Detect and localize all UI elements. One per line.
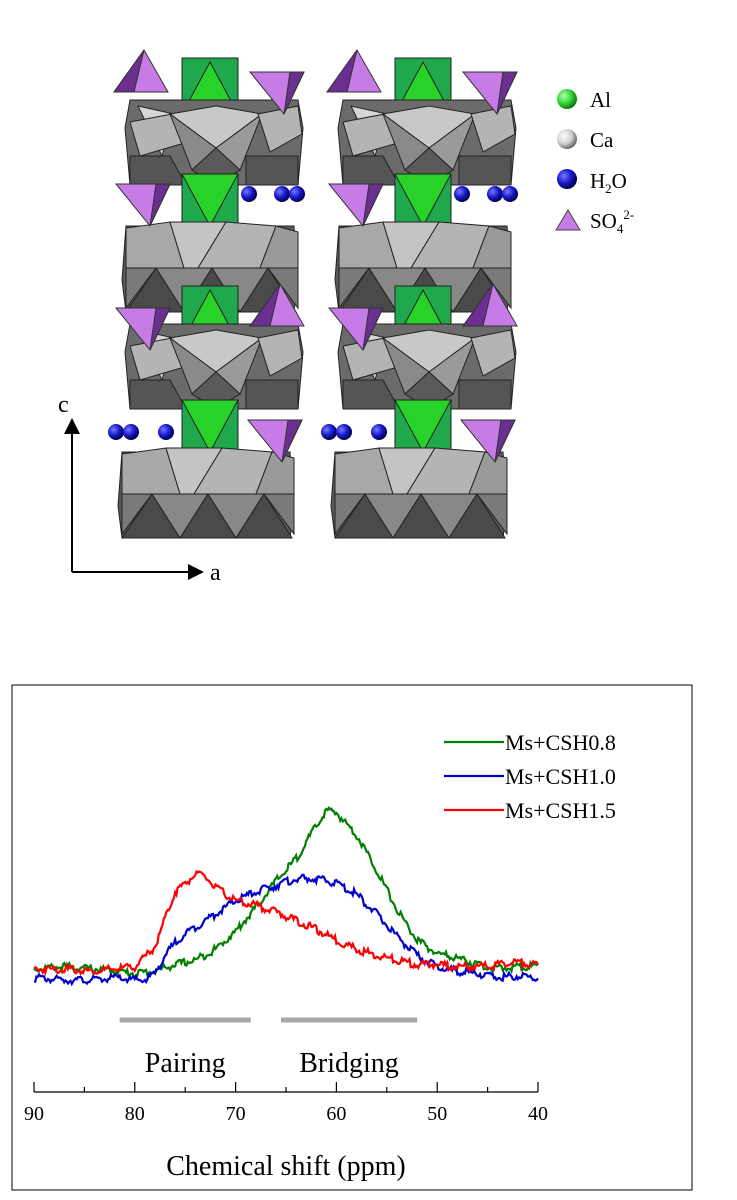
series-line-2 [33, 869, 539, 977]
spectrum-lines [33, 806, 539, 987]
c-axis-label: c [58, 392, 69, 418]
water-sphere-icon [557, 169, 577, 189]
c-axis-arrowhead-icon [64, 418, 80, 434]
series-line-0 [33, 806, 539, 979]
structure-column-left [108, 49, 305, 539]
legend-label-1: Ms+CSH1.0 [505, 764, 616, 789]
legend-al: Al [557, 88, 611, 112]
legend-label-2: Ms+CSH1.5 [505, 798, 616, 823]
x-axis: 90 80 70 60 50 40 [24, 1082, 548, 1125]
x-axis-title: Chemical shift (ppm) [166, 1151, 406, 1182]
legend-ca: Ca [557, 128, 614, 152]
x-tick-label: 90 [24, 1103, 44, 1125]
annotation-label-1: Bridging [299, 1048, 399, 1079]
annotation-label-0: Pairing [145, 1048, 226, 1079]
a-axis-arrowhead-icon [188, 564, 204, 580]
legend-al-label: Al [590, 88, 611, 112]
a-axis-label: a [210, 560, 221, 586]
legend-label-0: Ms+CSH0.8 [505, 730, 616, 755]
x-tick-label: 80 [125, 1103, 145, 1125]
x-tick-label: 60 [326, 1103, 346, 1125]
x-tick-label: 70 [226, 1103, 246, 1125]
region-annotations: Pairing Bridging [119, 1017, 418, 1079]
ca-sphere-icon [557, 129, 577, 149]
chart-frame [11, 684, 693, 1191]
x-tick-label: 50 [427, 1103, 447, 1125]
legend-ca-label: Ca [590, 128, 614, 152]
legend-sulfate-label: SO42- [590, 207, 634, 236]
nmr-spectrum-chart: Pairing Bridging 90 80 70 60 50 40 Chemical sh… [11, 684, 693, 1191]
legend-water: H2O [557, 169, 627, 196]
structure-legend: Al Ca H2O SO42- [555, 88, 634, 236]
chart-legend: Ms+CSH0.8 Ms+CSH1.0 Ms+CSH1.5 [444, 730, 616, 823]
legend-water-label: H2O [590, 169, 627, 196]
lattice-axes: c a [58, 392, 221, 586]
legend-sulfate: SO42- [555, 207, 634, 236]
sulfate-triangle-icon [555, 209, 581, 231]
structure-column-right [321, 49, 518, 539]
crystal-structure-diagram: Al Ca H2O SO42- c a [58, 49, 634, 586]
x-tick-label: 40 [528, 1103, 548, 1125]
al-sphere-icon [557, 89, 577, 109]
